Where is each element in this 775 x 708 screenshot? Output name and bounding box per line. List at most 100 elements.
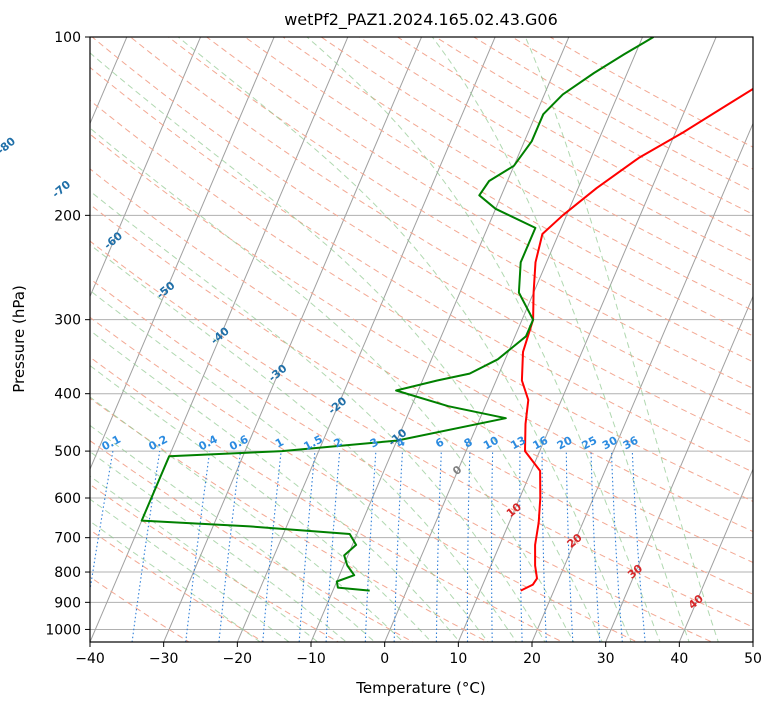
dry-adiabat-line	[90, 356, 564, 642]
mixing-ratio-line	[364, 451, 377, 642]
x-tick-label: −30	[149, 651, 179, 667]
isotherm-label: -80	[0, 134, 18, 157]
isotherm-label: 10	[504, 500, 524, 520]
mixing-ratio-line	[590, 451, 601, 642]
dry-adiabat-line	[90, 529, 265, 642]
moist-adiabat-line	[177, 37, 632, 642]
mixing-ratio-line	[131, 451, 161, 642]
isotherm-line	[678, 467, 753, 642]
isotherm-line	[90, 37, 349, 642]
chart-title: wetPf2_PAZ1.2024.165.02.43.G06	[284, 10, 558, 30]
isotherm-line	[90, 37, 202, 298]
isotherm-line	[605, 295, 753, 642]
dry-adiabat-line	[90, 168, 753, 564]
mixing-ratio-line	[541, 451, 547, 642]
dry-adiabat-line	[90, 99, 753, 502]
y-tick-label: 1000	[45, 622, 81, 638]
isotherm-line	[310, 37, 570, 642]
series-line	[520, 87, 753, 592]
isotherm-line	[90, 37, 275, 471]
moist-adiabat-line	[90, 289, 489, 642]
moist-adiabat-line	[90, 329, 461, 642]
dry-adiabat-line	[434, 37, 753, 215]
y-tick-label: 500	[54, 444, 81, 460]
isotherm-label: -60	[101, 229, 125, 252]
dry-adiabat-line	[90, 316, 639, 642]
mixing-ratio-label: 1	[273, 435, 286, 450]
isotherm-line	[163, 37, 423, 642]
moist-adiabat-line	[90, 364, 433, 642]
y-tick-label: 300	[54, 313, 81, 329]
isotherm-label: 30	[625, 562, 645, 582]
x-tick-label: 10	[449, 651, 467, 667]
moist-adiabat-line	[524, 37, 719, 642]
x-tick-label: −20	[223, 651, 253, 667]
mixing-ratio-label: 0.1	[100, 433, 123, 454]
isotherm-label: -20	[326, 394, 350, 417]
dry-adiabat-line	[129, 37, 753, 417]
mixing-ratio-label: 20	[555, 434, 575, 453]
moist-adiabat-line	[90, 396, 404, 642]
dry-adiabat-line	[90, 240, 753, 628]
isotherm-line	[236, 37, 496, 642]
mixing-ratio-label: 13	[508, 434, 528, 453]
mixing-ratio-label: 0.4	[196, 433, 220, 454]
mixing-ratio-label: 30	[600, 434, 620, 453]
isotherm-line	[90, 37, 128, 125]
dry-adiabat-line	[205, 37, 753, 363]
isotherm-line	[752, 640, 753, 642]
x-tick-label: −10	[296, 651, 326, 667]
isotherm-label: -70	[50, 178, 74, 201]
dry-adiabat-line	[90, 440, 415, 642]
y-tick-label: 400	[54, 387, 81, 403]
x-tick-label: 30	[597, 651, 615, 667]
dry-adiabat-line	[511, 37, 753, 170]
isotherm-label: -40	[208, 324, 232, 347]
plot-frame	[89, 36, 754, 643]
dry-adiabat-line	[90, 66, 753, 473]
x-tick-label: −40	[75, 651, 105, 667]
moist-adiabat-line	[306, 37, 661, 642]
mixing-ratio-line	[490, 451, 494, 642]
dry-adiabat-line	[91, 37, 753, 445]
moist-adiabat-line	[90, 52, 603, 642]
dry-adiabat-line	[167, 37, 753, 389]
mixing-ratio-line	[90, 451, 114, 593]
mixing-ratio-label: 2	[332, 435, 345, 450]
dry-adiabat-line	[90, 576, 190, 642]
isotherm-line	[384, 37, 644, 642]
dry-adiabat-line	[90, 278, 713, 642]
moist-adiabat-line	[90, 190, 546, 642]
isotherm-line	[531, 122, 753, 642]
moist-adiabat-line	[90, 520, 262, 642]
moist-adiabat-line	[431, 37, 690, 642]
dry-adiabat-line	[396, 37, 753, 239]
y-tick-label: 200	[54, 208, 81, 224]
x-tick-label: 40	[670, 651, 688, 667]
moist-adiabat-line	[90, 475, 319, 642]
isotherm-label: -50	[154, 279, 178, 302]
dry-adiabat-line	[90, 133, 753, 533]
x-axis-label: Temperature (°C)	[355, 679, 485, 697]
isotherm-label: 0	[450, 463, 464, 478]
mixing-ratio-line	[393, 451, 404, 642]
y-tick-label: 600	[54, 491, 81, 507]
series-line	[140, 37, 655, 592]
y-tick-label: 700	[54, 531, 81, 547]
dry-adiabat-line	[358, 37, 753, 262]
mixing-ratio-line	[435, 451, 442, 642]
y-tick-label: 800	[54, 565, 81, 581]
moist-adiabat-line	[90, 451, 348, 642]
x-tick-label: 20	[523, 651, 541, 667]
moist-adiabat-line	[90, 127, 575, 642]
y-tick-label: 100	[54, 30, 81, 46]
dry-adiabat-line	[90, 397, 489, 642]
mixing-ratio-label: 25	[580, 434, 600, 453]
dry-adiabat-line	[90, 203, 753, 595]
mixing-ratio-label: 8	[462, 435, 475, 450]
y-tick-label: 900	[54, 595, 81, 611]
mixing-ratio-label: 36	[621, 434, 641, 453]
isotherm-line	[457, 37, 717, 642]
